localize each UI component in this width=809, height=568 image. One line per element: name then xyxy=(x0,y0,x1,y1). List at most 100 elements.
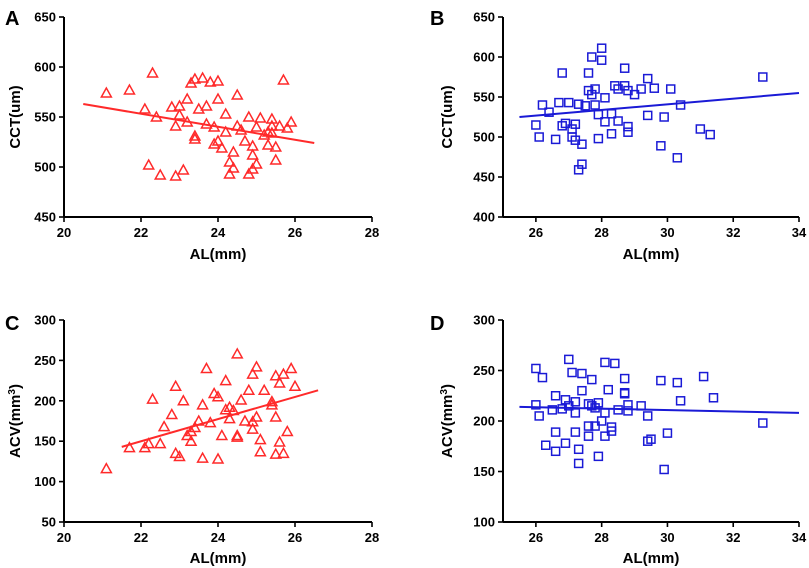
panel-d-data-point xyxy=(698,371,709,382)
panel-a-data-point xyxy=(242,110,256,122)
panel-a-data-point xyxy=(153,168,167,180)
panel-a-data-point xyxy=(211,74,225,86)
panel-a-data-point xyxy=(250,157,263,169)
panel-c-y-label-end: ) xyxy=(7,384,24,389)
panel-c-data-point xyxy=(215,428,229,441)
panel-d-data-point xyxy=(570,397,581,407)
panel-b-data-point xyxy=(606,129,617,139)
panel-d-y-tick-label: 250 xyxy=(473,363,495,378)
panel-d-data-point xyxy=(675,396,686,406)
panel-d-x-tick-label: 28 xyxy=(594,530,608,545)
panel-d-data-point xyxy=(560,438,571,448)
panel-b-data-point xyxy=(600,93,610,103)
panel-c-data-point xyxy=(284,361,298,374)
panel-a-x-tick-label: 20 xyxy=(57,225,71,240)
panel-d-data-point xyxy=(570,427,581,437)
panel-b-data-point xyxy=(656,141,666,151)
panel-b-x-tick-label: 28 xyxy=(594,225,608,240)
panel-d-data-point xyxy=(593,451,604,462)
panel-b-data-point xyxy=(642,73,653,84)
panel-c-data-point xyxy=(230,428,244,441)
panel-d-data-point xyxy=(603,384,613,395)
panel-d-y-tick-label: 200 xyxy=(473,414,495,429)
panel-a-data-point xyxy=(173,108,186,120)
panel-c-data-point xyxy=(250,410,263,422)
panel-c-data-point xyxy=(146,392,159,404)
panel-c-data-point xyxy=(157,420,171,432)
panel-c-data-point xyxy=(196,451,209,463)
panel-a-data-point xyxy=(169,119,182,131)
panel-b-fit-line xyxy=(519,92,800,118)
panel-c-x-tick-label: 20 xyxy=(57,530,71,545)
panel-b-x-tick-label: 30 xyxy=(660,225,674,240)
panel-d-x-tick-label: 34 xyxy=(792,530,807,545)
panel-b-x-tick-label: 34 xyxy=(792,225,807,240)
panel-d-data-point xyxy=(587,374,597,385)
panel-a-data-point xyxy=(223,155,236,167)
panel-d-data-point xyxy=(659,464,669,475)
panel-a-data-point xyxy=(219,107,232,119)
panel-a-data-point xyxy=(177,163,190,175)
panel-b-data-point xyxy=(675,100,686,110)
panel-c-data-point xyxy=(123,441,136,453)
panel-a-letter: A xyxy=(5,8,19,30)
panel-d-data-point xyxy=(550,446,561,457)
panel-a-data-point xyxy=(265,126,279,138)
panel-c-data-point xyxy=(184,434,198,446)
panel-a-data-point xyxy=(138,102,152,114)
panel-b-y-tick-label: 550 xyxy=(473,90,495,105)
panel-a-data-point xyxy=(211,92,225,104)
panel-a-x-tick-label: 26 xyxy=(288,225,302,240)
panel-c-y-axis-label: ACV(mm3) xyxy=(7,384,25,458)
panel-b-y-tick-label: 400 xyxy=(473,210,495,225)
panel-d-data-point xyxy=(557,404,567,414)
panel-a-data-point xyxy=(165,100,179,112)
panel-c-x-tick-label: 24 xyxy=(211,530,226,545)
panel-c: C 50 100 150 200 250 300 20 22 24 26 28 AL(mm) ACV(mm… xyxy=(5,313,379,568)
panel-c-y-tick-label: 100 xyxy=(34,474,56,489)
panel-d-x-tick-label: 32 xyxy=(726,530,740,545)
panel-a-data-point xyxy=(211,134,225,146)
panel-c-y-tick-label: 50 xyxy=(42,515,56,530)
panel-a-x-tick-label: 28 xyxy=(365,225,379,240)
panel-b-data-point xyxy=(705,129,715,140)
panel-c-data-point xyxy=(242,383,256,396)
panel-c-x-tick-label: 28 xyxy=(365,530,379,545)
panel-c-y-tick-label: 200 xyxy=(34,393,56,408)
panel-b-data-point xyxy=(642,110,653,121)
panel-a-data-point xyxy=(273,119,286,131)
panel-b-data-point xyxy=(636,84,646,94)
panel-d-data-point xyxy=(642,411,653,421)
panel-b-letter: B xyxy=(430,8,444,30)
panel-c-data-point xyxy=(269,369,283,381)
panel-b-data-point xyxy=(557,68,567,78)
panel-d-data-point xyxy=(610,358,620,369)
panel-c-y-tick-label: 250 xyxy=(34,353,56,368)
panel-b-x-tick-label: 32 xyxy=(726,225,740,240)
panel-d-data-point xyxy=(531,400,541,410)
panel-d-y-axis-label: ACV(mm3) xyxy=(439,384,457,458)
panel-b-data-point xyxy=(619,63,630,73)
panel-d-data-point xyxy=(619,388,630,399)
panel-a-data-point xyxy=(123,83,136,95)
panel-a-y-tick-label: 500 xyxy=(34,160,56,175)
panel-b-data-point xyxy=(531,120,541,130)
panel-a-data-point xyxy=(100,86,113,98)
panel-a-x-tick-label: 22 xyxy=(134,225,148,240)
panel-b-y-tick-label: 500 xyxy=(473,130,495,145)
panel-c-data-point xyxy=(165,407,179,420)
panel-c-data-point xyxy=(257,383,271,396)
panel-a-data-point xyxy=(188,132,202,144)
panel-c-data-point xyxy=(273,376,286,388)
panel-c-data-point xyxy=(223,412,236,424)
panel-c-data-point xyxy=(269,447,283,459)
panel-a-x-tick-label: 24 xyxy=(211,225,226,240)
panel-a-data-point xyxy=(169,169,182,181)
panel-d-data-point xyxy=(600,357,610,368)
panel-d-data-point xyxy=(708,393,719,403)
panel-b-data-point xyxy=(665,84,676,94)
panel-c-y-label-superscript: 3 xyxy=(7,389,18,395)
panel-d-data-point xyxy=(600,431,610,441)
panel-c-data-point xyxy=(211,452,225,464)
